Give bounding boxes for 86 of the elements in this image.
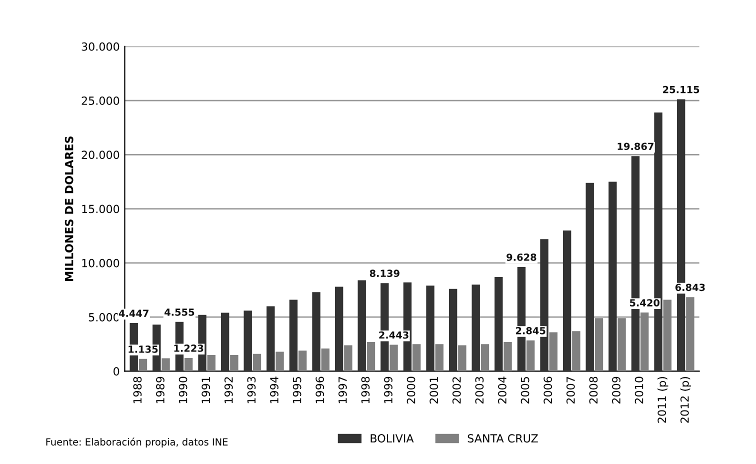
x-tick-label: 2011 (p) — [657, 377, 668, 423]
bar — [608, 182, 617, 372]
bar — [640, 312, 649, 372]
x-tick-label: 1988 — [133, 376, 142, 404]
bar — [494, 277, 503, 372]
bar — [504, 342, 512, 372]
bar — [138, 358, 148, 372]
bar — [230, 354, 238, 372]
bar — [412, 344, 421, 372]
bar — [298, 350, 307, 372]
bar — [162, 358, 170, 372]
data-label: 8.139 — [370, 270, 400, 278]
x-tick-label: 1994 — [270, 376, 278, 404]
y-tick-label: 25.000 — [82, 96, 120, 105]
x-tick-label: 2004 — [498, 376, 506, 404]
data-label: 25.115 — [663, 86, 700, 94]
data-label: 1.223 — [174, 344, 204, 352]
x-tick-label: 2002 — [452, 377, 461, 404]
bar — [448, 288, 458, 372]
y-tick-label: 20.000 — [82, 150, 120, 160]
data-label: 9.628 — [506, 254, 536, 261]
data-label: 2.443 — [379, 331, 408, 339]
x-tick-label: 2008 — [589, 376, 598, 404]
y-axis-title: MILLONES DE DOLARES — [64, 136, 74, 281]
x-tick-label: 1996 — [316, 376, 324, 404]
x-tick-label: 2003 — [475, 376, 484, 404]
bar — [252, 354, 262, 372]
bar — [663, 300, 672, 372]
data-label: 4.447 — [118, 310, 148, 317]
x-tick-label: 2010 — [634, 376, 644, 404]
x-tick-label: 2005 — [520, 377, 530, 404]
x-tick-label: 2012 (p) — [680, 377, 691, 423]
y-tick-label: 15.000 — [82, 204, 120, 214]
y-tick-label: 0 — [114, 367, 120, 376]
x-tick-label: 1999 — [384, 376, 392, 404]
bar — [220, 312, 230, 372]
bar — [312, 292, 320, 372]
x-tick-label: 1993 — [247, 376, 256, 404]
bar — [266, 306, 275, 372]
source-note: Fuente: Elaboración propia, datos INE — [46, 438, 228, 448]
bar — [458, 345, 466, 372]
x-tick-label: 2001 — [430, 377, 438, 404]
bar — [358, 280, 366, 372]
data-label: 4.555 — [164, 308, 194, 316]
bar — [435, 344, 444, 372]
data-label: 2.845 — [516, 326, 546, 334]
bar — [207, 354, 216, 372]
legend-label: SANTA CRUZ — [468, 434, 538, 443]
bar — [586, 182, 594, 372]
y-tick-label: 10.000 — [82, 258, 120, 268]
bar — [686, 297, 694, 372]
bar — [572, 331, 580, 372]
x-tick-label: 1998 — [361, 376, 370, 404]
bar — [366, 342, 376, 372]
bar — [526, 340, 535, 372]
x-tick-label: 2006 — [544, 376, 552, 404]
bar — [549, 332, 558, 372]
x-tick-label: 1997 — [338, 377, 347, 404]
legend-label: BOLIVIA — [370, 434, 414, 443]
bar — [480, 344, 490, 372]
x-tick-label: 1990 — [178, 376, 188, 404]
bar — [426, 286, 434, 372]
x-tick-label: 1989 — [156, 376, 164, 404]
data-label: 5.420 — [630, 299, 660, 306]
bar — [184, 358, 193, 372]
bar — [289, 300, 298, 372]
x-tick-label: 1991 — [202, 377, 210, 404]
bar — [618, 318, 626, 372]
bar — [276, 352, 284, 372]
bar — [472, 284, 480, 372]
x-tick-label: 2009 — [612, 376, 620, 404]
x-tick-label: 1995 — [292, 377, 302, 404]
y-tick-label: 30.000 — [82, 42, 120, 51]
data-label: 6.843 — [675, 284, 705, 292]
bar — [594, 318, 604, 372]
bar — [344, 345, 352, 372]
bar — [334, 286, 344, 372]
data-label: 1.135 — [128, 346, 158, 353]
x-tick-label: 1992 — [224, 377, 233, 404]
x-tick-label: 2007 — [566, 377, 575, 404]
bar — [562, 230, 572, 372]
bar — [390, 344, 398, 372]
bar — [244, 310, 252, 372]
x-tick-label: 2000 — [406, 376, 416, 404]
bar — [321, 348, 330, 372]
data-label: 19.867 — [618, 142, 654, 150]
